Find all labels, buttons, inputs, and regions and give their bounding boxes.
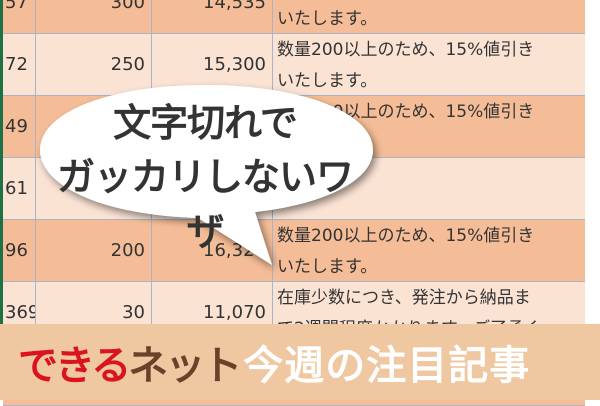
cell-note[interactable]: 数量200以上のため、15%値引き いたします。 (273, 220, 585, 281)
cell-note[interactable]: 数量200以上のため、15%値引き いたします。 (273, 34, 585, 95)
cell-text: 200 (110, 240, 145, 261)
cell-id[interactable]: 72 (3, 34, 36, 95)
cell-amount[interactable]: 11,070 (152, 282, 273, 343)
table-row: 61 (3, 158, 585, 220)
note-line-2: いたします。 (277, 9, 378, 29)
note-line-1: 数量200以上のため、15%値引き (277, 40, 535, 60)
cell-amount[interactable] (152, 96, 273, 157)
cell-amount[interactable]: 16,320 (152, 220, 273, 281)
cell-id[interactable]: 369 (3, 282, 36, 343)
note-line-2: いたします。 (277, 133, 378, 153)
cell-text: 11,070 (203, 302, 266, 323)
cell-amount[interactable]: 14,535 (152, 0, 273, 33)
cell-text: 72 (5, 54, 28, 75)
cell-note[interactable]: 数量200以上のため、15%値引き いたします。 (273, 96, 585, 157)
cell-qty[interactable]: 200 (36, 220, 152, 281)
cell-amount[interactable]: 15,300 (152, 34, 273, 95)
cell-text: 96 (5, 240, 28, 261)
banner[interactable]: できる ネット 今週の注目記事 (0, 324, 600, 400)
cell-amount[interactable] (152, 158, 273, 219)
sheet-edge (0, 0, 3, 330)
cell-text: 16,320 (203, 240, 266, 261)
note-line-1: 数量200以上のため、15%値引き (277, 102, 535, 122)
cell-text: 30 (122, 302, 145, 323)
cell-text: 57 (5, 0, 28, 13)
note-line-1: 在庫少数につき、発注から納品ま (277, 288, 531, 308)
cell-text: 369 (5, 302, 36, 323)
table-row: 49 数量200以上のため、15%値引き いたします。 (3, 96, 585, 158)
cell-text: 300 (110, 0, 145, 13)
cell-id[interactable]: 61 (3, 158, 36, 219)
cell-id[interactable]: 49 (3, 96, 36, 157)
cell-id[interactable]: 57 (3, 0, 36, 33)
cell-text: 15,300 (203, 54, 266, 75)
cell-text: 49 (5, 116, 28, 137)
note-line-2: いたします。 (277, 257, 378, 277)
note-line-1: 数量200以上のため、15%値引き (277, 226, 535, 246)
cell-text: 61 (5, 178, 28, 199)
logo-dekiru: できる (18, 343, 131, 389)
cell-qty[interactable]: 30 (36, 282, 152, 343)
note-line-1 (277, 159, 581, 190)
note-line-2: いたします。 (277, 71, 378, 91)
cell-qty[interactable] (36, 96, 152, 157)
cell-qty[interactable] (36, 158, 152, 219)
cell-qty[interactable]: 300 (36, 0, 152, 33)
table-row: 57 300 14,535 いたします。 (3, 0, 585, 34)
cell-note[interactable] (273, 158, 585, 219)
table-row: 96 200 16,320 数量200以上のため、15%値引き いたします。 (3, 220, 585, 282)
cell-text: 250 (110, 54, 145, 75)
right-margin (585, 0, 600, 330)
banner-headline: 今週の注目記事 (243, 343, 531, 389)
table-row: 72 250 15,300 数量200以上のため、15%値引き いたします。 (3, 34, 585, 96)
cell-note[interactable]: いたします。 (273, 0, 585, 33)
cell-text: 14,535 (203, 0, 266, 13)
logo-net: ネット (128, 343, 242, 389)
cell-id[interactable]: 96 (3, 220, 36, 281)
cell-qty[interactable]: 250 (36, 34, 152, 95)
